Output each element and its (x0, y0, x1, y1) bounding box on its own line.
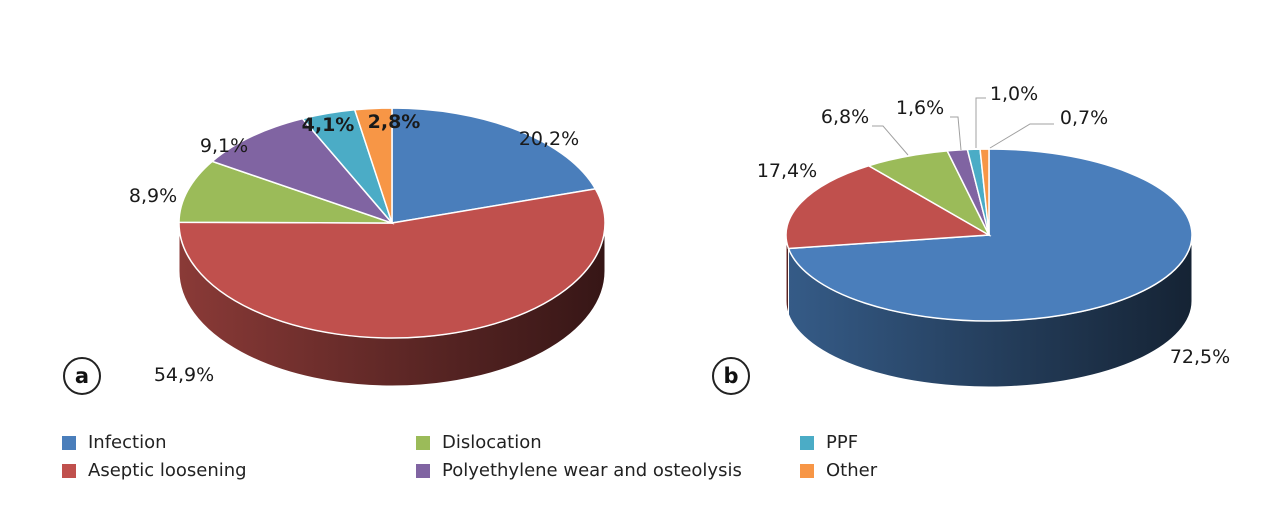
legend-swatch (800, 435, 814, 450)
legend-label: PPF (826, 432, 859, 453)
panel-badge-b (712, 357, 750, 395)
legend-label: Dislocation (442, 432, 542, 453)
legend-item-other: Other (800, 460, 877, 481)
legend-item-polyethylene-wear: Polyethylene wear and osteolysis (416, 460, 742, 481)
legend-label: Polyethylene wear and osteolysis (442, 460, 742, 481)
leader-line-1-3 (950, 116, 962, 151)
data-label-1-0: 72,5% (1170, 346, 1230, 368)
data-label-0-2: 8,9% (129, 185, 177, 207)
leader-line-1-5 (989, 123, 1054, 149)
legend-item-infection: Infection (62, 432, 167, 453)
pie-slice-1-5 (979, 148, 990, 236)
pie-slice-0-2 (178, 160, 393, 224)
pie-slice-1-1 (785, 164, 992, 250)
panel-label: a (75, 364, 89, 388)
legend-swatch (416, 463, 430, 478)
legend-swatch (416, 435, 430, 450)
data-label-1-5: 0,7% (1060, 107, 1108, 129)
panel-badge-a (63, 357, 101, 395)
data-label-0-1: 54,9% (154, 364, 214, 386)
legend-label: Aseptic loosening (88, 460, 247, 481)
legend-swatch (62, 435, 76, 450)
data-label-0-5: 2,8% (368, 111, 421, 133)
panel-label: b (723, 364, 738, 388)
pie-slice-0-1 (178, 188, 606, 339)
legend-item-dislocation: Dislocation (416, 432, 542, 453)
pie-slice-0-0 (391, 107, 597, 224)
data-label-1-1: 17,4% (757, 160, 817, 182)
data-label-1-2: 6,8% (821, 106, 869, 128)
data-label-1-3: 1,6% (896, 97, 944, 119)
data-label-0-4: 4,1% (302, 114, 355, 136)
legend-item-ppf: PPF (800, 432, 858, 453)
leader-line-1-2 (872, 125, 909, 156)
legend-swatch (62, 463, 76, 478)
legend-swatch (800, 463, 814, 478)
pie-slice-0-3 (210, 117, 395, 225)
data-label-0-0: 20,2% (519, 128, 579, 150)
legend-item-aseptic-loosening: Aseptic loosening (62, 460, 247, 481)
leader-line-1-4 (975, 97, 986, 148)
legend-label: Infection (88, 432, 167, 453)
data-label-1-4: 1,0% (990, 83, 1038, 105)
pie-slice-0-5 (353, 107, 393, 224)
data-label-0-3: 9,1% (200, 135, 248, 157)
legend-label: Other (826, 460, 878, 481)
